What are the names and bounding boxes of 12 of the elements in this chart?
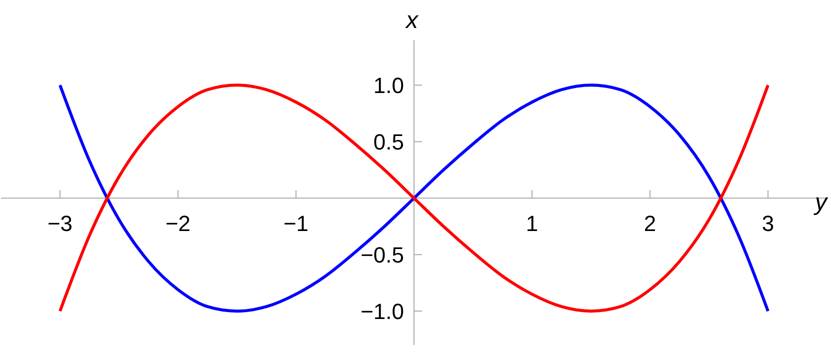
x-tick-label: −1 (283, 211, 309, 236)
x-tick-label: 2 (644, 211, 656, 236)
y-axis-title: x (405, 7, 419, 34)
y-tick-label: −0.5 (360, 242, 404, 268)
x-tick-label: 1 (526, 211, 538, 236)
y-tick-label: −1.0 (360, 298, 404, 324)
x-tick-label: −2 (165, 211, 191, 236)
y-tick-label: 1.0 (373, 72, 404, 98)
x-tick-label: 3 (762, 211, 774, 236)
x-axis-title: y (813, 189, 829, 216)
x-tick-label: −3 (47, 211, 73, 236)
y-tick-label: 0.5 (373, 129, 404, 154)
